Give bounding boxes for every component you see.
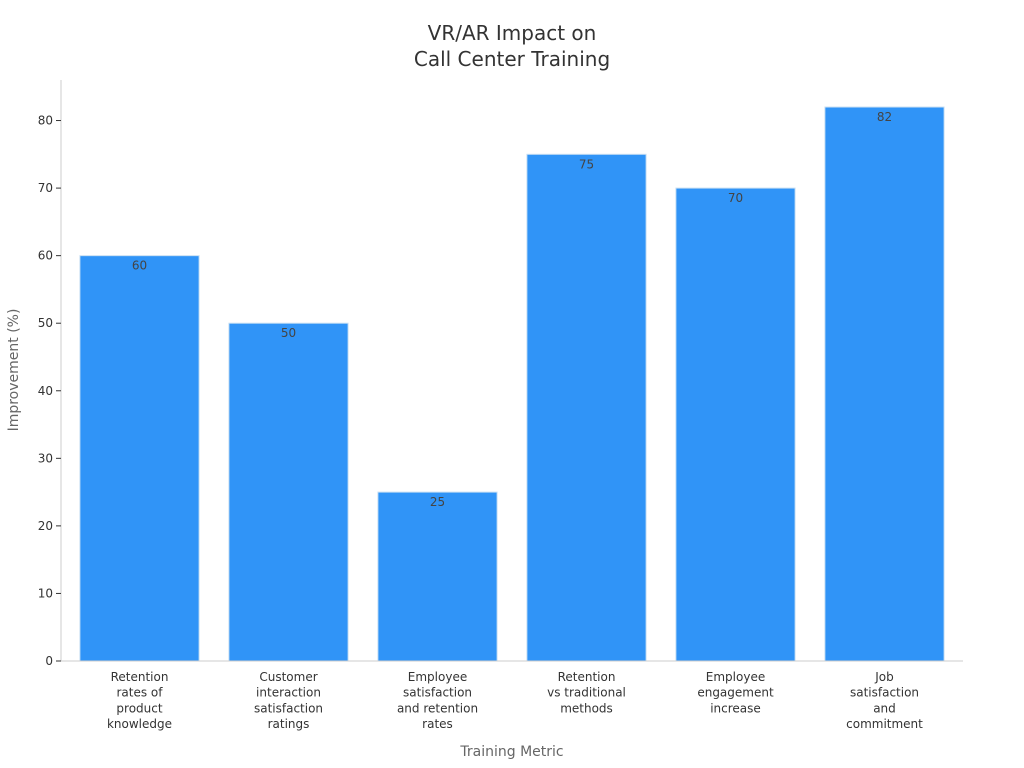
x-tick-label-line: Retention [111,670,169,684]
bars [79,106,945,662]
bar [526,153,647,662]
bar [79,255,200,662]
x-tick-label-line: increase [710,701,761,715]
data-label: 75 [579,157,594,171]
chart-title-line: VR/AR Impact on [428,21,597,45]
chart-title: VR/AR Impact on Call Center Training [414,21,610,71]
data-label: 25 [430,495,445,509]
y-tick-label: 80 [38,114,53,128]
bar [228,322,349,662]
bar [377,491,498,662]
x-tick-label-line: ratings [268,717,310,731]
y-tick-label: 10 [38,586,53,600]
x-axis-title: Training Metric [459,744,563,760]
y-tick-label: 50 [38,316,53,330]
x-tick-label-line: engagement [697,686,774,700]
x-tick-label: Retention rates of product knowledge [107,670,172,731]
x-tick-label-line: and [873,701,896,715]
x-tick-label-line: satisfaction [850,686,919,700]
x-tick-label-line: product [116,701,162,715]
x-tick-label-line: rates [422,717,453,731]
data-label: 50 [281,326,296,340]
x-tick-label: Job satisfaction and commitment [846,670,923,731]
y-axis-title: Improvement (%) [6,309,22,432]
y-tick-label: 30 [38,451,53,465]
x-tick-label-line: Customer [259,670,317,684]
data-label: 70 [728,191,743,205]
x-tick-label: Customer interaction satisfaction ratings [254,670,323,731]
x-tick-label-line: interaction [256,686,321,700]
x-tick-label-line: knowledge [107,717,172,731]
x-tick-label-line: Employee [706,670,765,684]
x-tick-label-line: vs traditional [547,686,626,700]
chart-title-line: Call Center Training [414,47,610,71]
x-tick-label: Retention vs traditional methods [547,670,626,715]
x-axis: Retention rates of product knowledge Custome… [61,660,963,731]
x-tick-label-line: rates of [116,686,163,700]
x-tick-label-line: and retention [397,701,478,715]
y-tick-label: 40 [38,384,53,398]
y-tick-label: 0 [45,654,53,668]
x-tick-label: Employee engagement increase [697,670,774,715]
x-tick-label-line: satisfaction [403,686,472,700]
y-tick-label: 20 [38,519,53,533]
y-axis: 0 10 20 30 40 50 60 70 80 [38,80,62,668]
x-tick-label-line: Job [874,670,894,684]
x-tick-label: Employee satisfaction and retention rates [397,670,478,731]
x-tick-label-line: methods [560,701,613,715]
x-tick-label-line: Retention [558,670,616,684]
x-tick-label-line: Employee [408,670,467,684]
data-labels: 60 50 25 75 70 82 [132,110,892,509]
bar [824,106,945,662]
data-label: 60 [132,259,147,273]
x-tick-label-line: satisfaction [254,701,323,715]
chart-title-text: VR/AR Impact on Call Center Training [414,21,610,71]
bar [675,187,796,662]
data-label: 82 [877,110,892,124]
y-tick-label: 60 [38,249,53,263]
x-tick-label-line: commitment [846,717,923,731]
y-tick-label: 70 [38,181,53,195]
